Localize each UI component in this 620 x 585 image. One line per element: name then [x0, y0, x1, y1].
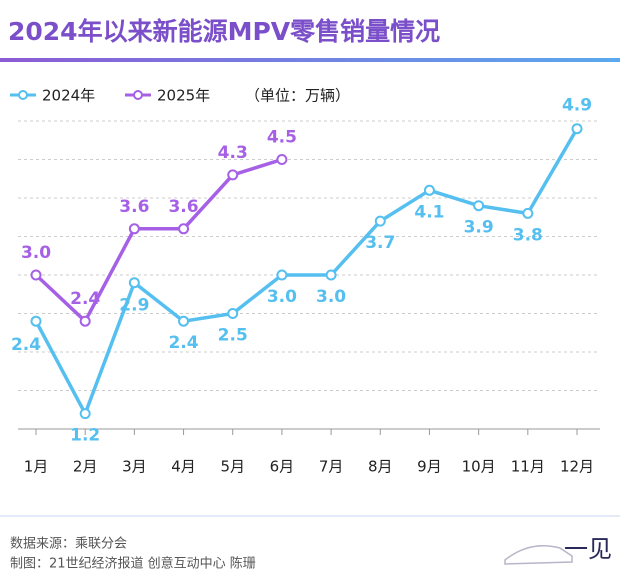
- point: [178, 223, 190, 235]
- point: [30, 315, 42, 327]
- point: [522, 207, 534, 219]
- data-label: 2.4: [11, 335, 41, 355]
- point: [178, 315, 190, 327]
- legend-marker: [18, 90, 28, 100]
- point: [325, 269, 337, 281]
- credit: 制图：21世纪经济报道 创意互动中心 陈珊: [10, 556, 256, 572]
- data-label: 2.4: [168, 333, 198, 353]
- x-tick-label: 1月: [24, 458, 49, 476]
- point: [276, 269, 288, 281]
- data-label: 2.4: [70, 289, 100, 309]
- data-label: 3.0: [21, 243, 51, 263]
- data-label: 3.0: [316, 287, 346, 307]
- legend-label: 2025年: [157, 87, 210, 105]
- data-label: 4.1: [414, 202, 444, 222]
- data-label: 3.9: [464, 218, 494, 238]
- x-tick-label: 7月: [319, 458, 344, 476]
- data-label: 3.8: [513, 225, 543, 245]
- x-tick-label: 8月: [368, 458, 393, 476]
- point: [571, 123, 583, 135]
- logo-car: [504, 545, 573, 565]
- x-tick-label: 10月: [462, 458, 496, 476]
- title: 2024年以来新能源MPV零售销量情况: [8, 17, 440, 46]
- source: 数据来源：乘联分会: [10, 537, 127, 552]
- x-tick-label: 3月: [122, 458, 147, 476]
- point: [128, 223, 140, 235]
- point: [423, 184, 435, 196]
- x-tick-label: 12月: [560, 458, 594, 476]
- data-label: 3.7: [365, 233, 395, 253]
- unit: （单位：万辆）: [245, 87, 350, 105]
- point: [128, 277, 140, 289]
- point: [276, 154, 288, 165]
- x-tick-label: 2月: [73, 458, 98, 476]
- x-tick-label: 4月: [171, 458, 196, 476]
- point: [79, 408, 91, 420]
- legend-marker: [133, 90, 143, 100]
- x-tick-label: 5月: [220, 458, 245, 476]
- data-label: 4.3: [218, 143, 248, 163]
- data-label: 3.0: [267, 287, 297, 307]
- logo: 一见: [564, 535, 612, 563]
- legend-label: 2024年: [42, 87, 95, 105]
- title-rule: [0, 58, 620, 62]
- series-line: [34, 157, 283, 323]
- point: [227, 169, 239, 181]
- data-label: 2.5: [218, 326, 248, 346]
- series-line: [34, 127, 579, 416]
- point: [374, 215, 386, 227]
- data-label: 2.9: [119, 296, 149, 316]
- data-label: 3.6: [168, 197, 198, 217]
- data-label: 1.2: [70, 426, 100, 446]
- x-tick-label: 11月: [511, 458, 545, 476]
- data-label: 4.5: [267, 128, 297, 148]
- point: [227, 308, 239, 319]
- point: [30, 269, 42, 281]
- point: [473, 200, 485, 212]
- data-label: 4.9: [562, 96, 592, 116]
- x-tick-label: 6月: [270, 458, 295, 476]
- x-tick-label: 9月: [417, 458, 442, 476]
- point: [79, 315, 91, 327]
- data-label: 3.6: [119, 197, 149, 217]
